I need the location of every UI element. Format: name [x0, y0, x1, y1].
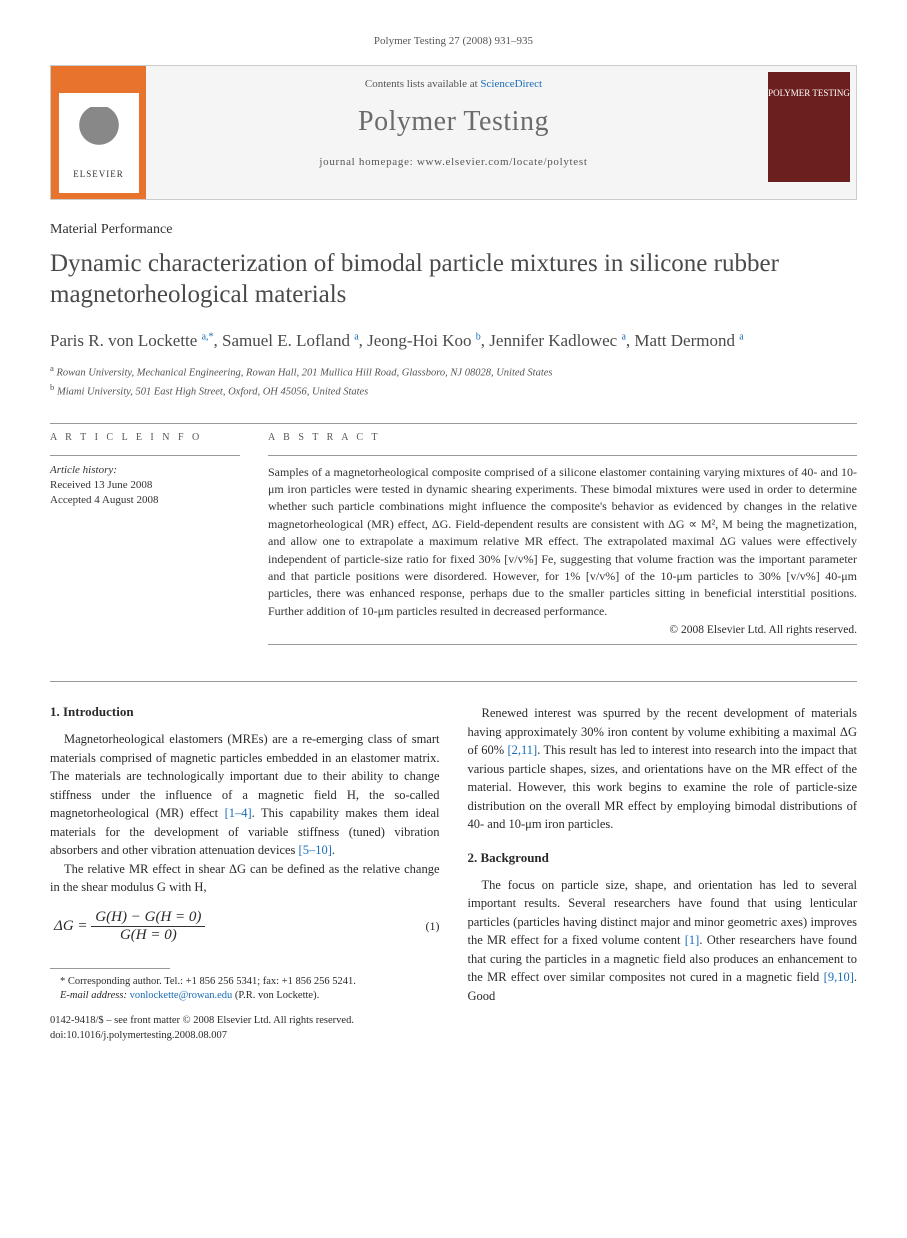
equation-number: (1) [426, 919, 440, 934]
email-label: E-mail address: [60, 990, 127, 1001]
affiliation-a: a Rowan University, Mechanical Engineeri… [50, 362, 857, 381]
contents-prefix: Contents lists available at [365, 78, 480, 90]
journal-banner: ELSEVIER Contents lists available at Sci… [50, 65, 857, 200]
authors-list: Paris R. von Lockette a,*, Samuel E. Lof… [50, 329, 857, 353]
affiliation-a-text: Rowan University, Mechanical Engineering… [57, 368, 553, 379]
elsevier-tree-icon [74, 107, 124, 167]
divider [268, 455, 857, 456]
email-author-suffix: (P.R. von Lockette). [235, 990, 319, 1001]
article-type: Material Performance [50, 222, 857, 238]
intro-paragraph-1: Magnetorheological elastomers (MREs) are… [50, 730, 440, 860]
article-info-panel: A R T I C L E I N F O Article history: R… [50, 432, 240, 654]
equation-1: ΔG = G(H) − G(H = 0)G(H = 0) (1) [50, 909, 440, 944]
journal-name: Polymer Testing [146, 106, 761, 138]
divider [50, 455, 240, 456]
doi-line: doi:10.1016/j.polymertesting.2008.08.007 [50, 1029, 440, 1044]
abstract-header: A B S T R A C T [268, 432, 857, 443]
body-columns: 1. Introduction Magnetorheological elast… [50, 704, 857, 1043]
intro-paragraph-3: Renewed interest was spurred by the rece… [468, 704, 858, 834]
header-citation: Polymer Testing 27 (2008) 931–935 [50, 35, 857, 47]
background-paragraph-1: The focus on particle size, shape, and o… [468, 876, 858, 1006]
sciencedirect-link[interactable]: ScienceDirect [480, 78, 542, 90]
contents-available-line: Contents lists available at ScienceDirec… [146, 78, 761, 90]
history-label: Article history: [50, 464, 240, 476]
email-footnote: E-mail address: vonlockette@rowan.edu (P… [50, 989, 440, 1004]
article-info-header: A R T I C L E I N F O [50, 432, 240, 443]
divider [50, 681, 857, 682]
right-column: Renewed interest was spurred by the rece… [468, 704, 858, 1043]
front-matter-line: 0142-9418/$ – see front matter © 2008 El… [50, 1014, 440, 1029]
section-1-heading: 1. Introduction [50, 704, 440, 720]
article-title: Dynamic characterization of bimodal part… [50, 248, 857, 311]
intro-paragraph-2: The relative MR effect in shear ΔG can b… [50, 860, 440, 897]
divider [50, 423, 857, 424]
copyright-line: © 2008 Elsevier Ltd. All rights reserved… [268, 624, 857, 636]
abstract-panel: A B S T R A C T Samples of a magnetorheo… [268, 432, 857, 654]
author-email-link[interactable]: vonlockette@rowan.edu [130, 990, 233, 1001]
affiliation-b: b Miami University, 501 East High Street… [50, 381, 857, 400]
footnote-divider [50, 968, 170, 969]
divider [268, 644, 857, 645]
journal-homepage: journal homepage: www.elsevier.com/locat… [146, 156, 761, 168]
corresponding-author-footnote: * Corresponding author. Tel.: +1 856 256… [50, 975, 440, 990]
left-column: 1. Introduction Magnetorheological elast… [50, 704, 440, 1043]
section-2-heading: 2. Background [468, 850, 858, 866]
elsevier-logo: ELSEVIER [59, 93, 139, 193]
abstract-text: Samples of a magnetorheological composit… [268, 464, 857, 621]
affiliations: a Rowan University, Mechanical Engineeri… [50, 362, 857, 400]
affiliation-b-text: Miami University, 501 East High Street, … [57, 387, 368, 398]
equation-formula: ΔG = G(H) − G(H = 0)G(H = 0) [50, 909, 426, 944]
received-date: Received 13 June 2008 [50, 478, 240, 493]
publisher-panel: ELSEVIER [51, 66, 146, 199]
journal-cover-thumbnail: POLYMER TESTING [768, 72, 850, 182]
accepted-date: Accepted 4 August 2008 [50, 493, 240, 508]
publisher-name: ELSEVIER [73, 169, 124, 179]
